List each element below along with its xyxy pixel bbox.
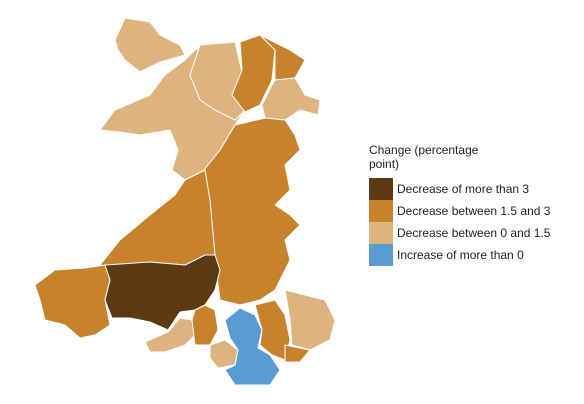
region: [114, 17, 186, 73]
region: [189, 41, 246, 121]
legend-item: Decrease between 0 and 1.5: [369, 222, 550, 244]
legend-swatch: [369, 200, 393, 222]
legend-label: Increase of more than 0: [397, 248, 524, 262]
legend-swatch: [369, 244, 393, 266]
region: [224, 307, 281, 386]
legend-swatch: [369, 222, 393, 244]
legend-item: Decrease of more than 3: [369, 178, 529, 200]
region: [99, 169, 216, 269]
region: [284, 344, 311, 363]
region: [284, 289, 336, 351]
legend-item: Increase of more than 0: [369, 244, 524, 266]
legend-item: Decrease between 1.5 and 3: [369, 200, 550, 222]
region: [261, 77, 321, 121]
legend-label: Decrease between 0 and 1.5: [397, 226, 551, 240]
legend-label: Decrease between 1.5 and 3: [397, 204, 551, 218]
region: [191, 304, 219, 346]
legend-swatch: [369, 178, 393, 200]
legend-title: Change (percentage point): [369, 143, 479, 171]
legend-label: Decrease of more than 3: [397, 182, 530, 196]
region: [34, 264, 111, 339]
